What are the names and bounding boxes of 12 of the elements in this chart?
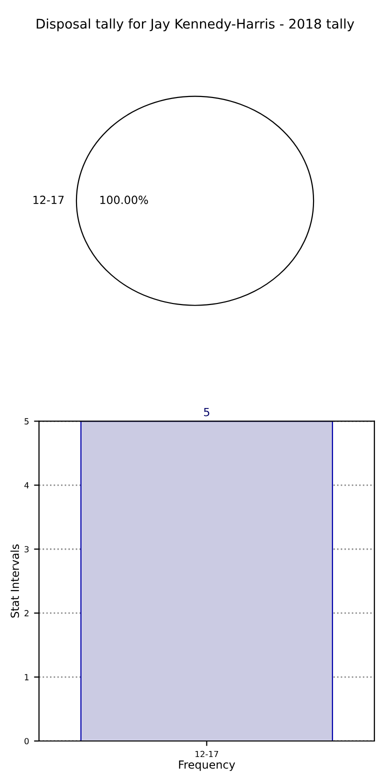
y-axis-title: Stat Intervals	[10, 544, 20, 618]
data-label: 5	[204, 408, 210, 416]
slice-label: 12-17	[34, 196, 64, 204]
chart-title: Disposal tally for Jay Kennedy-Harris - 2018 tally	[36, 18, 354, 32]
y-tick-label: 5	[24, 418, 29, 424]
y-tick-label: 1	[24, 674, 29, 680]
data-label: 100.00%	[100, 196, 148, 204]
y-tick-label: 0	[24, 738, 29, 744]
x-axis-title: Frequency	[179, 760, 236, 771]
y-tick-label: 4	[24, 482, 29, 488]
y-tick-label: 2	[24, 610, 28, 616]
y-tick-label: 3	[24, 546, 29, 552]
